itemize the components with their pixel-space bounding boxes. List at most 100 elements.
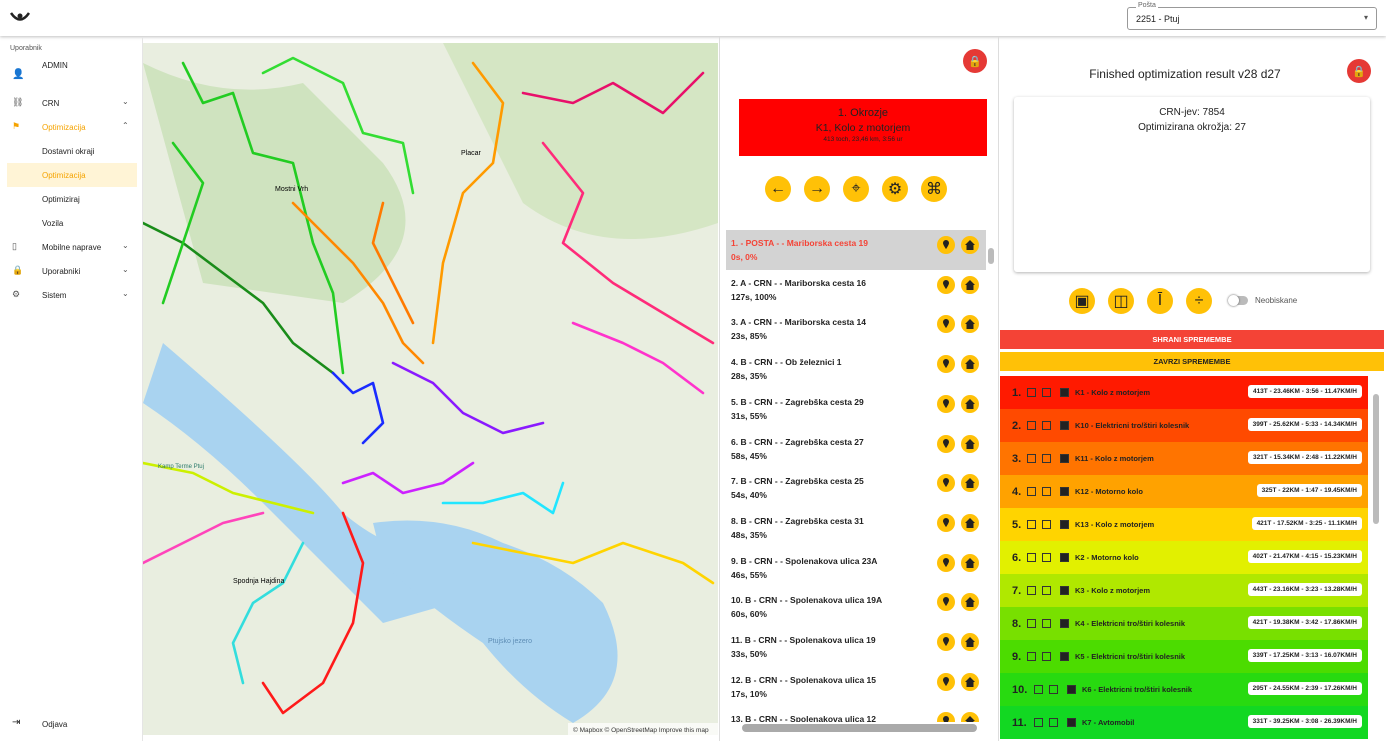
discard-button[interactable]: ZAVRZI SPREMEMBE [1000, 352, 1384, 371]
checkbox[interactable] [1060, 586, 1069, 595]
route-button[interactable]: ⚙ [882, 176, 908, 202]
checkbox[interactable] [1027, 619, 1036, 628]
stop-item[interactable]: 10. B - CRN - - Spolenakova ulica 19A 60s… [726, 587, 986, 627]
stop-item[interactable]: 1. - POSTA - - Mariborska cesta 19 0s, 0% [726, 230, 986, 270]
checkbox[interactable] [1042, 421, 1051, 430]
submenu-item[interactable]: Dostavni okraji [42, 146, 95, 156]
home-button[interactable] [961, 474, 979, 493]
menu-item[interactable]: CRN [42, 98, 60, 108]
route-row[interactable]: 2. K10 - Elektricni tro/štiri kolesnik 399… [1000, 409, 1368, 442]
pin-button[interactable] [937, 593, 955, 612]
save-button[interactable]: SHRANI SPREMEMBE [1000, 330, 1384, 349]
home-button[interactable] [961, 236, 979, 254]
route-row[interactable]: 8. K4 - Elektricni tro/štiri kolesnik 421T… [1000, 607, 1368, 640]
stop-item[interactable]: 9. B - CRN - - Spolenakova ulica 23A 46s,… [726, 548, 986, 588]
home-button[interactable] [961, 593, 979, 612]
graph-button[interactable]: ⌘ [921, 176, 947, 202]
pin-button[interactable] [937, 672, 955, 691]
tool-button[interactable]: ÷ [1186, 288, 1212, 314]
checkbox[interactable] [1042, 454, 1051, 463]
center-button[interactable]: ⌖ [843, 176, 869, 202]
tool-button[interactable]: ▣ [1069, 288, 1095, 314]
tool-button[interactable]: ◫ [1108, 288, 1134, 314]
checkbox[interactable] [1027, 454, 1036, 463]
post-select[interactable]: Pošta 2251 - Ptuj ▾ [1127, 2, 1377, 30]
checkbox[interactable] [1042, 520, 1051, 529]
menu-item[interactable]: Optimizacija [42, 122, 86, 132]
route-row[interactable]: 4. K12 - Motorno kolo 325T - 22KM - 1:47 -… [1000, 475, 1368, 508]
checkbox[interactable] [1060, 421, 1069, 430]
checkbox[interactable] [1060, 619, 1069, 628]
stop-item[interactable]: 11. B - CRN - - Spolenakova ulica 19 33s,… [726, 627, 986, 667]
pin-button[interactable] [937, 275, 955, 294]
pin-button[interactable] [937, 236, 955, 254]
stop-item[interactable]: 6. B - CRN - - Zagrebška cesta 27 58s, 45… [726, 429, 986, 469]
checkbox[interactable] [1049, 718, 1058, 727]
pin-button[interactable] [937, 394, 955, 413]
menu-item[interactable]: Sistem [42, 290, 67, 300]
menu-item[interactable]: Uporabniki [42, 266, 81, 276]
next-button[interactable]: → [804, 176, 830, 202]
home-button[interactable] [961, 355, 979, 374]
checkbox[interactable] [1027, 421, 1036, 430]
pin-button[interactable] [937, 553, 955, 572]
pin-button[interactable] [937, 434, 955, 453]
checkbox[interactable] [1034, 685, 1043, 694]
home-button[interactable] [961, 275, 979, 294]
checkbox[interactable] [1034, 718, 1043, 727]
stop-item[interactable]: 13. B - CRN - - Spolenakova ulica 12 [726, 706, 986, 722]
stop-item[interactable]: 7. B - CRN - - Zagrebška cesta 25 54s, 40… [726, 468, 986, 508]
home-button[interactable] [961, 633, 979, 651]
route-row[interactable]: 6. K2 - Motorno kolo 402T - 21.47KM - 4:15… [1000, 541, 1368, 574]
checkbox[interactable] [1042, 487, 1051, 496]
route-row[interactable]: 10. K6 - Elektricni tro/štiri kolesnik 295… [1000, 673, 1368, 706]
tool-button[interactable]: Ī [1147, 288, 1173, 314]
checkbox[interactable] [1060, 487, 1069, 496]
checkbox[interactable] [1067, 718, 1076, 727]
checkbox[interactable] [1060, 553, 1069, 562]
checkbox[interactable] [1060, 388, 1069, 397]
submenu-item[interactable]: Optimizacija [7, 163, 137, 187]
stop-item[interactable]: 12. B - CRN - - Spolenakova ulica 15 17s,… [726, 667, 986, 707]
checkbox[interactable] [1027, 586, 1036, 595]
checkbox[interactable] [1027, 520, 1036, 529]
lock-button[interactable]: 🔒 [1347, 59, 1371, 83]
pin-button[interactable] [937, 474, 955, 493]
home-button[interactable] [961, 315, 979, 334]
lock-button[interactable]: 🔒 [963, 49, 987, 73]
checkbox[interactable] [1042, 652, 1051, 661]
pin-button[interactable] [937, 513, 955, 532]
stop-item[interactable]: 2. A - CRN - - Mariborska cesta 16 127s, … [726, 270, 986, 310]
checkbox[interactable] [1042, 619, 1051, 628]
checkbox[interactable] [1027, 388, 1036, 397]
pin-button[interactable] [937, 315, 955, 334]
checkbox[interactable] [1042, 553, 1051, 562]
pin-button[interactable] [937, 712, 955, 722]
toggle[interactable] [1228, 295, 1248, 306]
checkbox[interactable] [1067, 685, 1076, 694]
submenu-item[interactable]: Optimiziraj [42, 194, 80, 204]
stop-item[interactable]: 8. B - CRN - - Zagrebška cesta 31 48s, 35… [726, 508, 986, 548]
checkbox[interactable] [1042, 388, 1051, 397]
home-button[interactable] [961, 394, 979, 413]
checkbox[interactable] [1060, 652, 1069, 661]
home-button[interactable] [961, 434, 979, 453]
stop-item[interactable]: 4. B - CRN - - Ob železnici 1 28s, 35% [726, 349, 986, 389]
route-row[interactable]: 9. K5 - Elektricni tro/štiri kolesnik 339T… [1000, 640, 1368, 673]
submenu-item[interactable]: Vozila [42, 218, 64, 228]
route-row[interactable]: 1. K1 - Kolo z motorjem 413T - 23.46KM - 3… [1000, 376, 1368, 409]
route-row[interactable]: 7. K3 - Kolo z motorjem 443T - 23.16KM - 3… [1000, 574, 1368, 607]
stop-item[interactable]: 5. B - CRN - - Zagrebška cesta 29 31s, 55… [726, 389, 986, 429]
prev-button[interactable]: ← [765, 176, 791, 202]
stop-item[interactable]: 3. A - CRN - - Mariborska cesta 14 23s, 8… [726, 309, 986, 349]
pin-button[interactable] [937, 355, 955, 374]
menu-item[interactable]: Mobilne naprave [42, 242, 102, 252]
checkbox[interactable] [1060, 454, 1069, 463]
checkbox[interactable] [1060, 520, 1069, 529]
route-row[interactable]: 3. K11 - Kolo z motorjem 321T - 15.34KM - … [1000, 442, 1368, 475]
home-button[interactable] [961, 513, 979, 532]
logout[interactable]: Odjava [42, 720, 68, 729]
checkbox[interactable] [1027, 553, 1036, 562]
checkbox[interactable] [1027, 652, 1036, 661]
map[interactable]: Mostni Vrh Placar Spodnja Hajdina Ptujsk… [143, 43, 718, 735]
